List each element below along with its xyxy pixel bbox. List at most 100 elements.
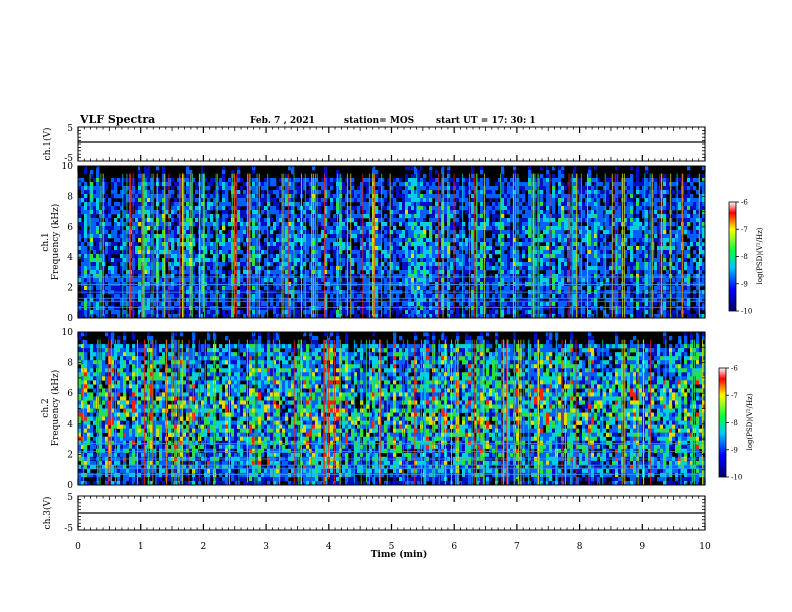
spectrogram-cell bbox=[183, 250, 187, 255]
spectrogram-cell bbox=[123, 262, 127, 267]
spectrogram-cell bbox=[132, 226, 136, 231]
spectrogram-cell bbox=[534, 306, 538, 311]
spectrogram-cell bbox=[297, 222, 301, 227]
spectrogram-cell bbox=[105, 298, 109, 303]
spectrogram-cell bbox=[288, 202, 292, 207]
spectrogram-cell bbox=[540, 238, 544, 243]
spectrogram-cell bbox=[348, 218, 352, 223]
spectrogram-cell bbox=[510, 306, 514, 311]
spectrogram-cell bbox=[408, 258, 412, 263]
spectrogram-cell bbox=[471, 278, 475, 283]
spectrogram-cell bbox=[339, 234, 343, 239]
spectrogram-cell bbox=[192, 274, 196, 279]
spectrogram-cell bbox=[276, 270, 280, 275]
spectrogram-cell bbox=[306, 210, 310, 215]
spectrogram-cell bbox=[288, 218, 292, 223]
spectrogram-cell bbox=[387, 302, 391, 307]
spectrogram-cell bbox=[288, 250, 292, 255]
spectrogram-cell bbox=[294, 254, 298, 259]
spectrogram-cell bbox=[426, 262, 430, 267]
spectrogram-cell bbox=[111, 258, 115, 263]
spectrogram-cell bbox=[93, 194, 97, 199]
spectrogram-cell bbox=[330, 182, 334, 187]
spectrogram-cell bbox=[321, 294, 325, 299]
spectrogram-cell bbox=[381, 278, 385, 283]
spectrogram-cell bbox=[396, 274, 400, 279]
spectrogram-cell bbox=[393, 298, 397, 303]
spectrogram-cell bbox=[162, 278, 166, 283]
spectrogram-cell bbox=[324, 282, 328, 287]
spectrogram-cell bbox=[348, 210, 352, 215]
spectrogram-cell bbox=[342, 298, 346, 303]
spectrogram-cell bbox=[315, 282, 319, 287]
spectrogram-cell bbox=[411, 178, 415, 183]
spectrogram-cell bbox=[429, 302, 433, 307]
spectrogram-cell bbox=[225, 218, 229, 223]
spectrogram-cell bbox=[195, 238, 199, 243]
spectrogram-cell bbox=[423, 306, 427, 311]
spectrogram-cell bbox=[189, 170, 193, 175]
spectrogram-cell bbox=[309, 190, 313, 195]
spectrogram-cell bbox=[237, 166, 241, 171]
spectrogram-cell bbox=[465, 270, 469, 275]
spectrogram-cell bbox=[348, 178, 352, 183]
spectrogram-cell bbox=[195, 218, 199, 223]
spectrogram-cell bbox=[306, 278, 310, 283]
spectrogram-cell bbox=[525, 302, 529, 307]
spectrogram-cell bbox=[438, 278, 442, 283]
spectrogram-cell bbox=[279, 278, 283, 283]
spectrogram-cell bbox=[225, 294, 229, 299]
spectrogram-cell bbox=[327, 278, 331, 283]
spectrogram-cell bbox=[558, 206, 562, 211]
spectrogram-cell bbox=[411, 274, 415, 279]
spectrogram-cell bbox=[534, 286, 538, 291]
spectrogram-cell bbox=[156, 186, 160, 191]
spectrogram-cell bbox=[144, 230, 148, 235]
spectrogram-cell bbox=[363, 210, 367, 215]
spectrogram-cell bbox=[429, 170, 433, 175]
spectrogram-cell bbox=[279, 178, 283, 183]
spectrogram-cell bbox=[219, 298, 223, 303]
spectrogram-cell bbox=[444, 214, 448, 219]
spectrogram-cell bbox=[519, 242, 523, 247]
spectrogram-cell bbox=[504, 194, 508, 199]
spectrogram-cell bbox=[174, 230, 178, 235]
spectrogram-cell bbox=[549, 178, 553, 183]
spectrogram-cell bbox=[228, 214, 232, 219]
spectrogram-cell bbox=[450, 270, 454, 275]
spectrogram-cell bbox=[291, 278, 295, 283]
spectrogram-cell bbox=[378, 198, 382, 203]
spectrogram-cell bbox=[96, 218, 100, 223]
spectrogram-cell bbox=[273, 306, 277, 311]
spectrogram-cell bbox=[159, 282, 163, 287]
spectrogram-cell bbox=[207, 226, 211, 231]
spectrogram-cell bbox=[399, 186, 403, 191]
spectrogram-cell bbox=[435, 230, 439, 235]
spectrogram-cell bbox=[117, 214, 121, 219]
spectrogram-cell bbox=[324, 266, 328, 271]
spectrogram-cell bbox=[306, 274, 310, 279]
spectrogram-cell bbox=[144, 282, 148, 287]
spectrogram-cell bbox=[498, 278, 502, 283]
spectrogram-cell bbox=[549, 274, 553, 279]
spectrogram-cell bbox=[243, 214, 247, 219]
spectrogram-cell bbox=[348, 182, 352, 187]
spectrogram-cell bbox=[156, 198, 160, 203]
spectrogram-cell bbox=[510, 250, 514, 255]
spectrogram-cell bbox=[477, 266, 481, 271]
spectrogram-cell bbox=[456, 298, 460, 303]
spectrogram-cell bbox=[213, 310, 217, 315]
spectrogram-cell bbox=[174, 206, 178, 211]
spectrogram-cell bbox=[561, 198, 565, 203]
spectrogram-cell bbox=[438, 218, 442, 223]
spectrogram-cell bbox=[177, 186, 181, 191]
spectrogram-cell bbox=[93, 306, 97, 311]
spectrogram-cell bbox=[363, 258, 367, 263]
spectrogram-cell bbox=[132, 234, 136, 239]
spectrogram-cell bbox=[321, 214, 325, 219]
spectrogram-cell bbox=[495, 222, 499, 227]
spectrogram-cell bbox=[417, 262, 421, 267]
spectrogram-cell bbox=[78, 182, 82, 187]
spectrogram-cell bbox=[465, 202, 469, 207]
spectrogram-cell bbox=[411, 266, 415, 271]
